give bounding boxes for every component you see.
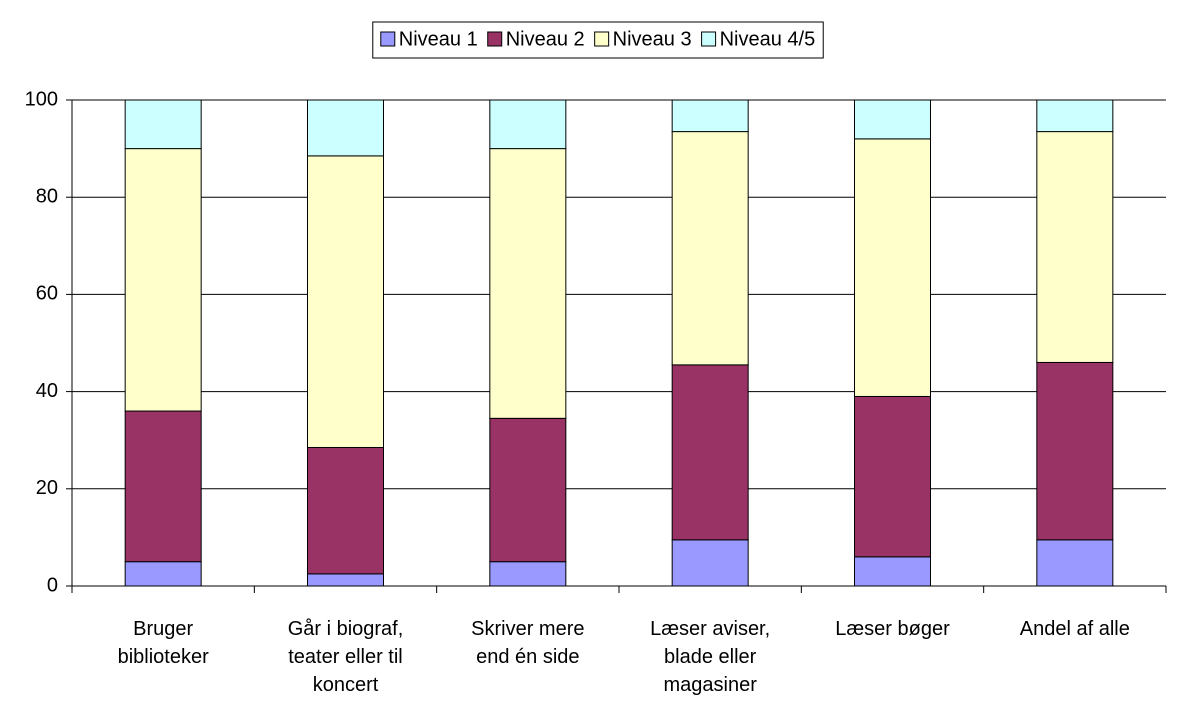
legend-swatch [594, 31, 610, 47]
bar-segment [307, 99, 384, 157]
legend-label: Niveau 4/5 [720, 28, 816, 50]
bar-segment [124, 99, 202, 150]
x-tick-label: Skriver mere end én side [471, 618, 584, 668]
bar-segment [854, 138, 931, 397]
x-tick-label: Læser aviser, blade eller magasiner [650, 618, 770, 696]
y-tick-label: 60 [36, 283, 58, 305]
bar-segment [307, 155, 384, 448]
legend-swatch [701, 31, 717, 47]
bar-segment [1036, 361, 1114, 541]
x-tick-label: Bruger biblioteker [118, 618, 210, 668]
bar-segment [1036, 99, 1114, 133]
bar-segment [1036, 539, 1114, 587]
y-tick-label: 40 [36, 380, 58, 402]
bar-segment [671, 364, 749, 541]
y-tick-label: 20 [36, 477, 58, 499]
bar-segment [671, 539, 749, 587]
x-tick-label: Går i biograf, teater eller til koncert [288, 618, 404, 696]
bar-segment [489, 417, 567, 563]
y-tick-label: 80 [36, 185, 58, 207]
legend-label: Niveau 3 [613, 28, 692, 50]
bar-segment [854, 395, 931, 558]
bar-segment [854, 99, 931, 140]
bar-segment [307, 446, 384, 575]
x-tick-label: Andel af alle [1020, 618, 1130, 640]
bar-segment [124, 148, 202, 412]
legend-swatch [487, 31, 503, 47]
legend-label: Niveau 1 [399, 28, 478, 50]
y-tick-label: 0 [47, 574, 58, 596]
y-tick-label: 100 [25, 88, 58, 110]
bar-segment [489, 148, 567, 419]
bar-segment [124, 410, 202, 563]
legend-swatch [380, 31, 396, 47]
bar-segment [671, 99, 749, 133]
legend: Niveau 1 Niveau 2 Niveau 3 Niveau 4/5 [372, 21, 824, 59]
legend-label: Niveau 2 [506, 28, 585, 50]
bar-segment [307, 573, 384, 587]
bar-segment [489, 561, 567, 587]
bar-segment [124, 561, 202, 587]
bar-segment [489, 99, 567, 150]
x-tick-label: Læser bøger [835, 618, 950, 640]
bar-segment [671, 131, 749, 366]
bar-segment [854, 556, 931, 587]
bar-segment [1036, 131, 1114, 363]
